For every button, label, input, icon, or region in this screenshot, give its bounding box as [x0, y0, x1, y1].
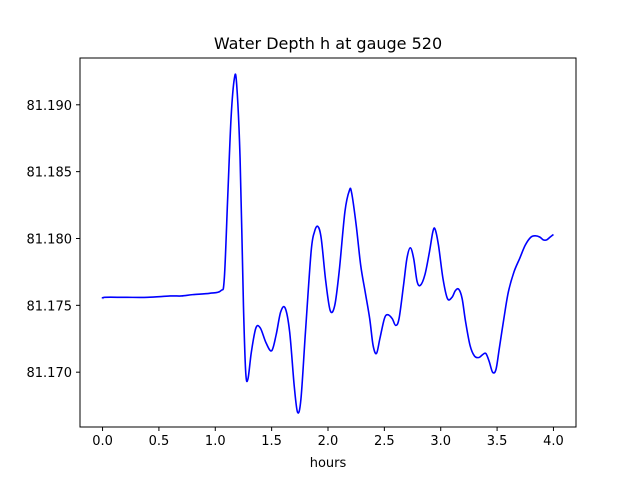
x-tick-label: 1.5: [261, 434, 282, 449]
x-tick-label: 0.0: [92, 434, 113, 449]
x-axis-title: hours: [310, 456, 347, 471]
x-tick-label: 2.5: [374, 434, 395, 449]
x-tick-label: 4.0: [543, 434, 564, 449]
x-axis-ticks: 0.0 0.5 1.0 1.5 2.0 2.5 3.0 3.5 4.0: [92, 427, 564, 449]
x-tick-label: 2.0: [318, 434, 339, 449]
x-tick-label: 3.5: [487, 434, 508, 449]
x-tick-label: 0.5: [149, 434, 170, 449]
y-tick-label: 81.180: [27, 232, 73, 247]
plot-frame: [79, 57, 577, 428]
x-tick-label: 1.0: [205, 434, 226, 449]
series-line: [101, 73, 554, 414]
plot-content: [101, 73, 554, 414]
chart-title: Water Depth h at gauge 520: [214, 34, 442, 53]
y-axis-ticks: 81.170 81.175 81.180 81.185 81.190: [27, 99, 80, 381]
y-tick-label: 81.190: [27, 99, 73, 114]
y-tick-label: 81.185: [27, 166, 73, 181]
y-tick-label: 81.170: [27, 366, 73, 381]
y-tick-label: 81.175: [27, 299, 73, 314]
x-tick-label: 3.0: [430, 434, 451, 449]
